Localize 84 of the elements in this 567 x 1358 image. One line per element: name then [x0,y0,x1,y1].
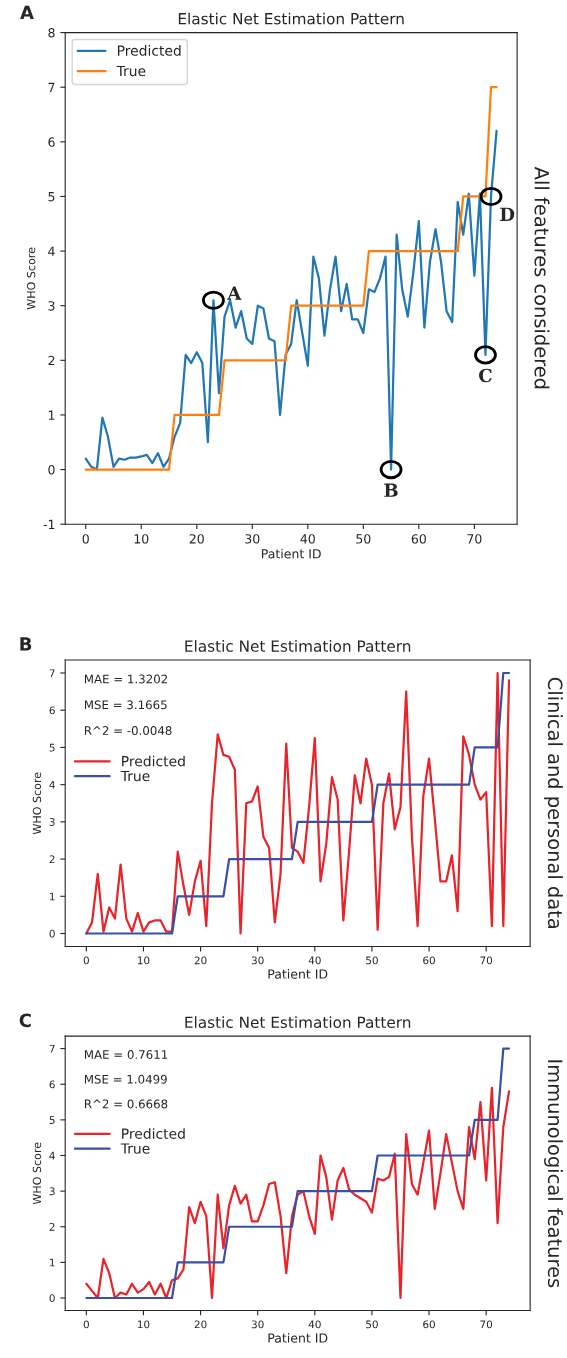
annotation: B [384,483,398,497]
x-tick-label: 20 [189,534,204,544]
y-tick-label: 3 [48,301,55,311]
chart-title: Elastic Net Estimation Pattern [178,12,404,25]
annotation: MAE = 1.3202 [84,674,168,684]
y-tick-label: 6 [49,1080,55,1089]
chart-title: Elastic Net Estimation Pattern [185,1016,411,1029]
x-tick-label: 0 [82,534,89,544]
x-tick-label: 10 [137,956,150,965]
y-tick-label: 1 [48,410,55,420]
x-tick-label: 60 [423,1320,435,1329]
y-axis-title: WHO Score [26,247,36,310]
y-tick-label: 5 [49,743,55,752]
legend-label: Predicted [122,1128,185,1139]
x-tick-label: 10 [134,534,149,544]
x-tick-label: 50 [356,534,371,544]
x-tick-label: 30 [251,956,264,965]
legend-label: True [116,65,146,77]
x-tick-label: 50 [366,1320,378,1329]
y-tick-label: 8 [48,28,55,38]
y-tick-label: 0 [49,1294,55,1303]
y-tick-label: 7 [48,82,55,92]
legend-label: True [120,1143,150,1154]
y-tick-label: 2 [48,355,55,366]
annotation: A [227,286,242,300]
y-tick-label: 1 [50,1258,55,1267]
x-tick-label: 10 [137,1320,150,1329]
y-axis-title: WHO Score [32,772,42,835]
line-series [85,1086,511,1300]
x-tick-label: 30 [245,534,260,544]
text: Clinical and personal data [544,677,563,928]
x-tick-label: 20 [194,956,207,965]
y-tick-label: 1 [50,892,55,901]
x-tick-label: 20 [194,1320,207,1329]
text: A [20,5,34,20]
x-axis-title: Patient ID [268,969,328,979]
y-tick-label: 2 [49,1222,55,1231]
x-tick-label: 30 [251,1320,264,1329]
x-tick-label: 40 [308,1320,321,1329]
y-tick-label: 0 [49,929,55,938]
y-tick-label: 6 [48,137,55,147]
x-tick-label: 70 [467,534,482,544]
y-tick-label: 3 [49,1187,55,1196]
legend-label: Predicted [122,755,185,767]
chart-title: Elastic Net Estimation Pattern [185,640,411,652]
annotation: MAE = 0.7611 [84,1050,168,1060]
text: All features considered [534,166,550,389]
y-axis-title: WHO Score [32,1142,42,1205]
x-tick-label: 40 [300,534,315,544]
y-tick-label: 6 [49,706,55,715]
x-tick-label: 50 [366,956,378,965]
y-tick-label: 0 [48,465,55,475]
x-tick-label: 0 [83,1320,89,1329]
annotation: R^2 = -0.0048 [84,726,172,736]
y-tick-label: 2 [49,855,55,864]
text: B [20,637,32,651]
text: C [19,1013,31,1028]
x-tick-label: 40 [308,956,321,965]
annotation: C [479,368,492,383]
annotation: D [500,207,515,221]
x-tick-label: 70 [480,1320,493,1329]
text: Immunological features [544,1060,563,1288]
y-tick-label: 3 [49,818,55,826]
x-axis-title: Patient ID [261,548,321,559]
x-axis-title: Patient ID [268,1333,328,1343]
y-tick-label: 4 [49,781,55,789]
y-tick-label: 7 [49,1044,55,1053]
annotation: R^2 = 0.6668 [84,1099,168,1109]
legend-label: True [120,770,150,782]
y-tick-label: 7 [49,669,55,677]
y-tick-label: 4 [49,1151,55,1160]
line-series [85,1047,511,1300]
x-tick-label: 60 [423,956,435,965]
x-tick-label: 70 [480,956,493,965]
legend-label: Predicted [117,45,181,56]
y-tick-label: -1 [43,519,55,529]
annotation: MSE = 3.1665 [84,700,167,710]
x-tick-label: 60 [411,534,426,544]
x-tick-label: 0 [83,956,89,965]
y-tick-label: 4 [48,246,55,256]
line-series [85,671,511,935]
y-tick-label: 5 [48,192,55,202]
y-tick-label: 5 [49,1116,55,1124]
annotation: MSE = 1.0499 [84,1074,167,1084]
